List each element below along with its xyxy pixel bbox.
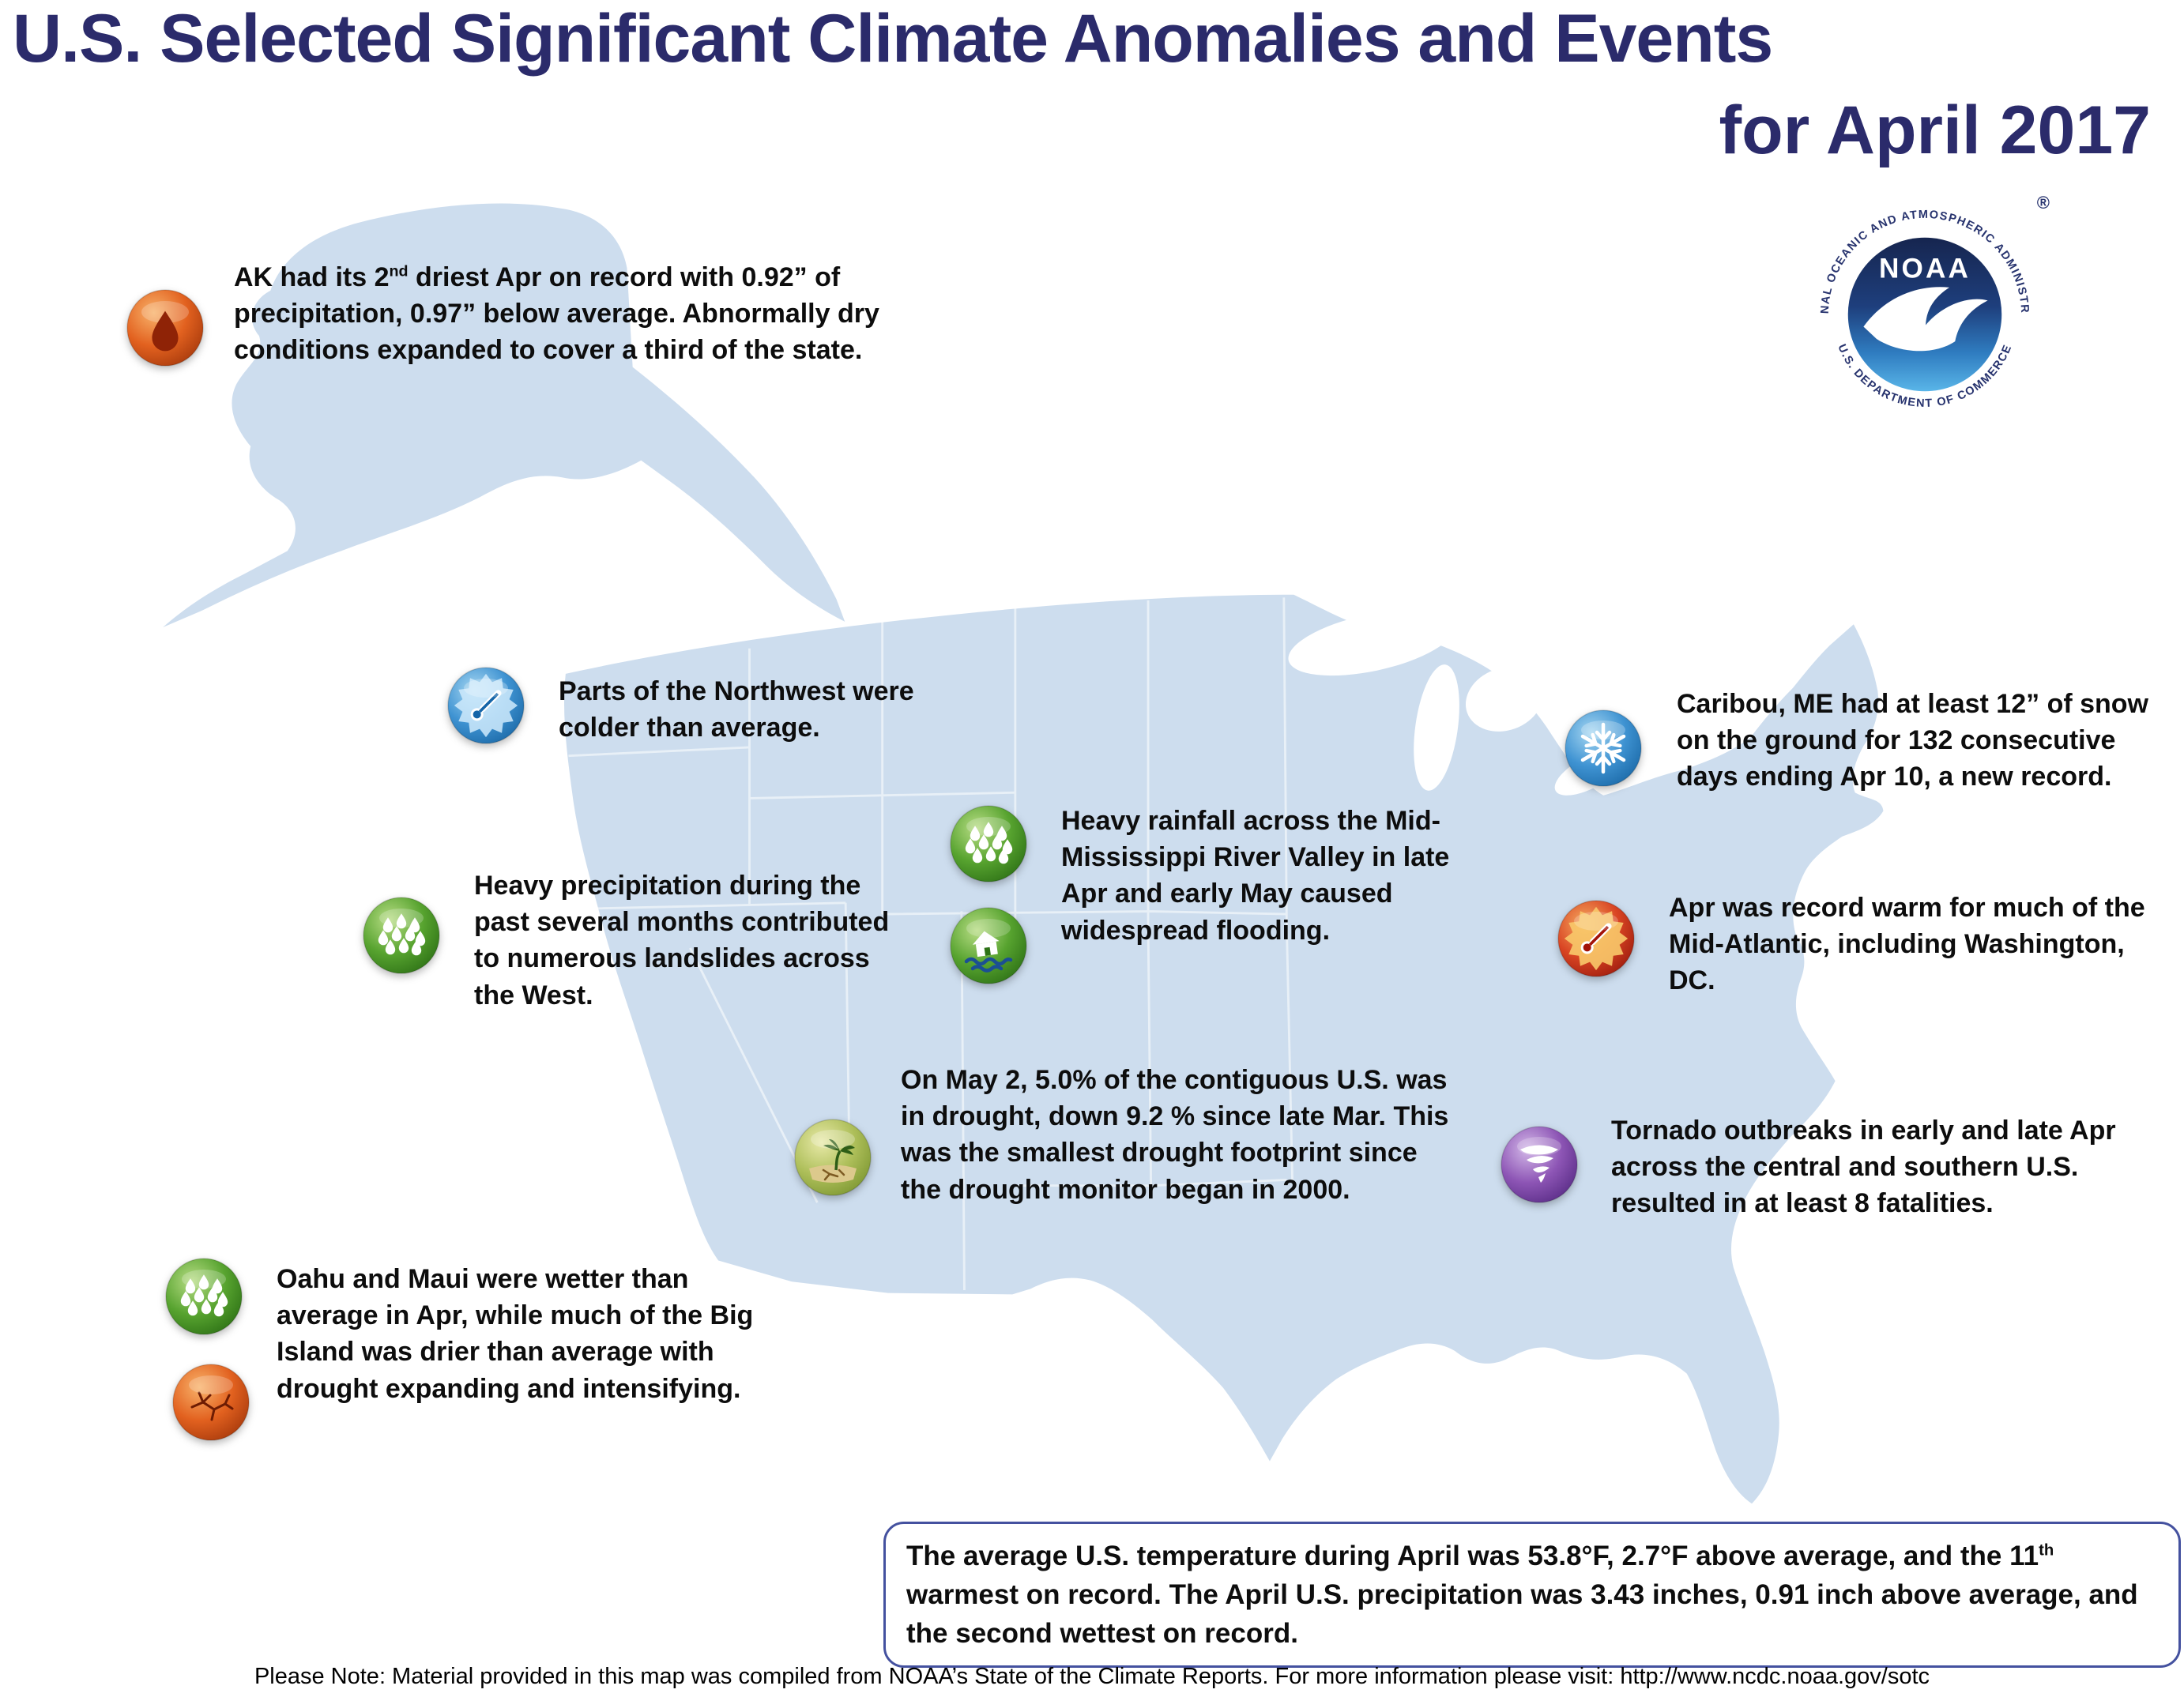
noaa-emblem: NATIONAL OCEANIC AND ATMOSPHERIC ADMINIS… (1802, 186, 2039, 429)
dry-icon (124, 287, 206, 369)
summary-sup: th (2039, 1541, 2054, 1560)
callout-tornado: Tornado outbreaks in early and late Apr … (1611, 1116, 2116, 1219)
tornado-icon (1498, 1123, 1580, 1206)
callout-alaska-text: AK had its 2 (234, 262, 390, 292)
callout-west: Heavy precipitation during the past seve… (474, 871, 890, 1010)
rain-icon (360, 894, 442, 976)
callout-alaska-text-rest: driest Apr on record with 0.92” of preci… (234, 262, 879, 366)
flood-icon (947, 905, 1030, 987)
drought-plant-icon (792, 1116, 874, 1198)
warm-icon (1555, 897, 1637, 980)
registered-mark: ® (2036, 193, 2050, 213)
summary-box: The average U.S. temperature during Apri… (883, 1522, 2181, 1668)
summary-text-rest: warmest on record. The April U.S. precip… (906, 1579, 2138, 1649)
rain-icon (947, 803, 1030, 885)
callout-alaska: AK had its 2nd driest Apr on record with… (234, 259, 945, 369)
footer-note: Please Note: Material provided in this m… (254, 1664, 1930, 1689)
callout-northwest: Parts of the Northwest were colder than … (559, 676, 914, 743)
noaa-logo: NATIONAL OCEANIC AND ATMOSPHERIC ADMINIS… (1802, 186, 2050, 433)
callout-mississippi: Heavy rainfall across the Mid-Mississipp… (1061, 806, 1450, 946)
seagull-icon (1863, 287, 1988, 352)
state-borders (568, 597, 1293, 1291)
page-subtitle: for April 2017 (1719, 92, 2151, 168)
callout-hawaii: Oahu and Maui were wetter than average i… (277, 1264, 754, 1404)
cold-icon (445, 664, 527, 747)
callout-caribou: Caribou, ME had at least 12” of snow on … (1677, 689, 2148, 792)
callout-drought: On May 2, 5.0% of the contiguous U.S. wa… (901, 1065, 1449, 1205)
crack-icon (170, 1361, 252, 1443)
logo-org-text: NOAA (1879, 253, 1971, 284)
rain-icon (163, 1255, 245, 1338)
alaska-map (163, 203, 845, 628)
summary-text: The average U.S. temperature during Apri… (906, 1541, 2039, 1571)
callout-midatlantic: Apr was record warm for much of the Mid-… (1669, 893, 2145, 996)
callout-alaska-sup: nd (389, 262, 409, 280)
snow-icon (1562, 707, 1644, 789)
page-title: U.S. Selected Significant Climate Anomal… (13, 1, 1773, 77)
